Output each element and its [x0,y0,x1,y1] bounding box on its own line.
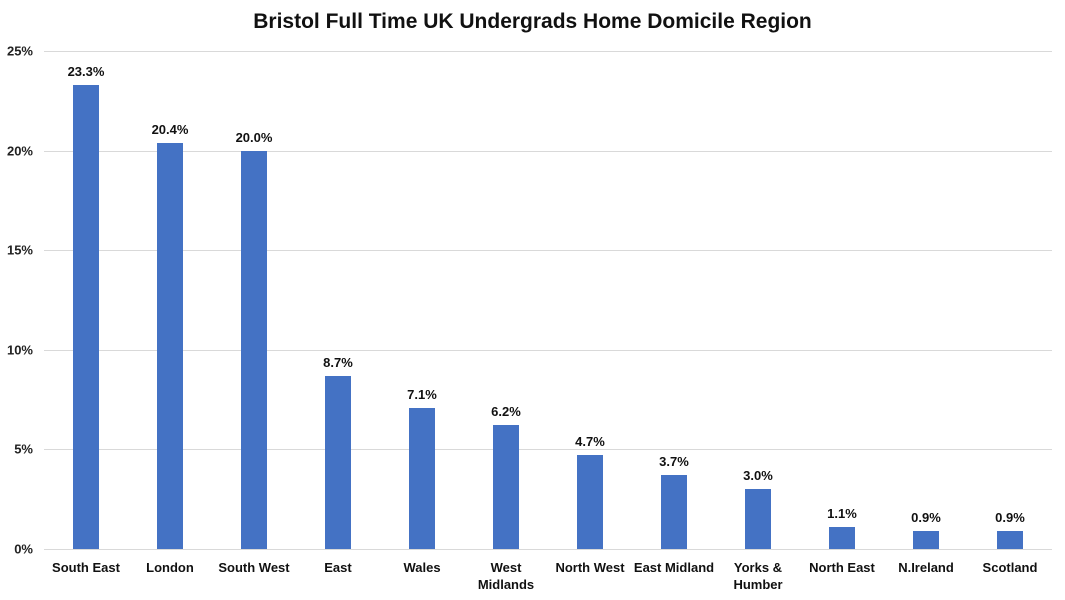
data-label: 20.4% [151,121,189,137]
data-label: 0.9% [995,510,1025,526]
data-label: 6.2% [491,404,521,420]
bar [829,527,855,549]
y-tick-label: 5% [14,441,33,457]
chart-title: Bristol Full Time UK Undergrads Home Dom… [253,10,812,33]
gridline [44,349,1052,351]
x-tick-label: North West [555,560,625,575]
data-label: 20.0% [235,129,273,145]
x-tick-label: East [324,560,352,575]
plot-area: 23.3% 20.4% 20.0% 8.7% 7.1% 6.2% 4.7% 3.7% 3.0% 1… [44,51,1052,550]
bar [997,531,1023,549]
data-label: 7.1% [407,386,437,402]
bar [409,407,435,549]
data-label: 4.7% [575,434,605,450]
x-tick-label: South East [52,560,120,575]
bar [73,84,99,549]
data-label: 23.3% [67,63,105,79]
x-tick-label: North East [809,560,875,575]
bar [241,150,267,549]
bar [577,455,603,549]
data-label: 8.7% [323,354,353,370]
bar [745,489,771,549]
data-label: 3.7% [659,454,689,470]
y-tick-label: 25% [6,43,33,59]
gridline [44,449,1052,451]
bar [325,375,351,549]
gridline [44,250,1052,252]
x-tick-label: Wales [403,560,441,575]
bar [157,142,183,549]
bar [493,425,519,549]
x-tick-label: Yorks & Humber [733,560,783,592]
gridline [44,51,1052,52]
x-tick-label: West Midlands [477,560,535,592]
gridline [44,549,1052,550]
y-tick-label: 20% [6,143,33,159]
x-tick-label: Scotland [982,560,1038,575]
x-tick-label: N.Ireland [898,560,954,575]
bar [913,531,939,549]
data-label: 3.0% [743,468,773,484]
x-tick-label: London [146,560,194,575]
x-tick-label: East Midland [633,560,715,575]
gridline [44,150,1052,152]
y-tick-label: 0% [14,541,33,557]
x-tick-label: South West [218,560,290,575]
data-label: 0.9% [911,510,941,526]
bar [661,475,687,549]
y-tick-label: 10% [6,342,33,358]
data-label: 1.1% [827,506,857,522]
y-tick-label: 15% [6,242,33,258]
